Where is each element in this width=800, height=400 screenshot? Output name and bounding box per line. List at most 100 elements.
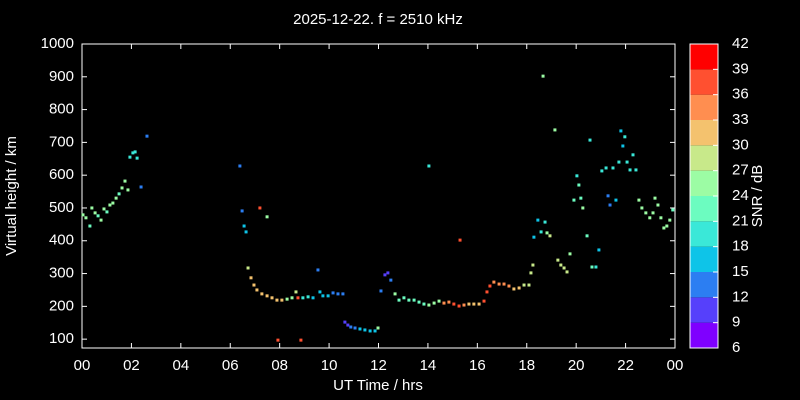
x-tick-label: 08 <box>271 357 288 374</box>
data-point <box>407 298 411 302</box>
data-point <box>548 234 552 238</box>
data-point <box>402 296 406 300</box>
colorbar-band <box>690 145 718 171</box>
data-point <box>572 198 576 202</box>
data-point <box>246 266 250 270</box>
data-point <box>368 329 372 333</box>
data-point <box>123 179 127 183</box>
data-point <box>644 211 648 215</box>
data-point <box>457 304 461 308</box>
colorbar-tick-label: 36 <box>732 86 749 103</box>
data-point <box>358 327 362 331</box>
data-point <box>585 234 589 238</box>
data-point <box>608 203 612 207</box>
data-point <box>568 252 572 256</box>
colorbar-tick-label: 15 <box>732 263 749 280</box>
data-point <box>318 290 322 294</box>
x-tick-label: 16 <box>469 357 486 374</box>
data-point <box>108 203 112 207</box>
colorbar-band <box>690 297 718 323</box>
data-point <box>242 224 246 228</box>
data-point <box>651 211 655 215</box>
data-point <box>637 198 641 202</box>
colorbar-band <box>690 69 718 95</box>
data-point <box>648 216 652 220</box>
data-point <box>442 301 446 305</box>
data-point <box>238 164 242 168</box>
data-point <box>376 326 380 330</box>
x-tick-label: 12 <box>370 357 387 374</box>
data-point <box>270 296 274 300</box>
data-point <box>296 296 300 300</box>
data-point <box>458 238 462 242</box>
x-axis-label: UT Time / hrs <box>333 377 423 394</box>
data-point <box>634 168 638 172</box>
data-point <box>427 303 431 307</box>
data-point <box>389 278 393 282</box>
data-point <box>331 291 335 295</box>
data-point <box>527 283 531 287</box>
y-axis-label: Virtual height / km <box>3 136 20 256</box>
data-point <box>258 206 262 210</box>
data-point <box>343 320 347 324</box>
data-point <box>553 128 557 132</box>
colorbar-tick-label: 12 <box>732 288 749 305</box>
data-point <box>393 292 397 296</box>
x-tick-label: 20 <box>568 357 585 374</box>
y-tick-label: 1000 <box>41 35 74 52</box>
colorbar-tick-label: 21 <box>732 212 749 229</box>
data-point <box>397 298 401 302</box>
data-point <box>114 196 118 200</box>
data-point <box>577 183 581 187</box>
data-point <box>594 265 598 269</box>
data-point <box>126 188 130 192</box>
data-point <box>373 329 377 333</box>
data-point <box>84 216 88 220</box>
data-point <box>294 290 298 294</box>
data-point <box>90 206 94 210</box>
data-point <box>102 207 106 211</box>
data-point <box>353 326 357 330</box>
colorbar-band <box>690 120 718 146</box>
x-tick-label: 14 <box>420 357 437 374</box>
colorbar-band <box>690 44 718 70</box>
data-point <box>623 135 627 139</box>
data-point <box>581 206 585 210</box>
data-point <box>545 231 549 235</box>
colorbar-band <box>690 170 718 196</box>
data-point <box>432 301 436 305</box>
data-point <box>290 296 294 300</box>
data-point <box>467 302 471 306</box>
data-point <box>128 155 132 159</box>
data-point <box>628 168 632 172</box>
data-point <box>565 270 569 274</box>
chart-title: 2025-12-22. f = 2510 kHz <box>293 11 463 28</box>
data-point <box>452 302 456 306</box>
x-tick-label: 22 <box>617 357 634 374</box>
data-point <box>619 129 623 133</box>
data-point <box>252 283 256 287</box>
data-point <box>321 294 325 298</box>
data-point <box>447 300 451 304</box>
data-point <box>539 230 543 234</box>
data-point <box>653 196 657 200</box>
x-tick-label: 06 <box>222 357 239 374</box>
data-point <box>600 169 604 173</box>
y-tick-label: 100 <box>49 330 74 347</box>
y-tick-label: 400 <box>49 232 74 249</box>
x-tick-label: 00 <box>74 357 91 374</box>
data-point <box>531 263 535 267</box>
y-tick-label: 900 <box>49 68 74 85</box>
x-tick-label: 02 <box>123 357 140 374</box>
data-point <box>265 215 269 219</box>
data-point <box>579 196 583 200</box>
y-tick-label: 200 <box>49 297 74 314</box>
data-point <box>299 338 303 342</box>
data-point <box>88 224 92 228</box>
data-point <box>671 208 675 212</box>
data-point <box>559 263 563 267</box>
x-tick-label: 04 <box>172 357 189 374</box>
data-point <box>659 216 663 220</box>
